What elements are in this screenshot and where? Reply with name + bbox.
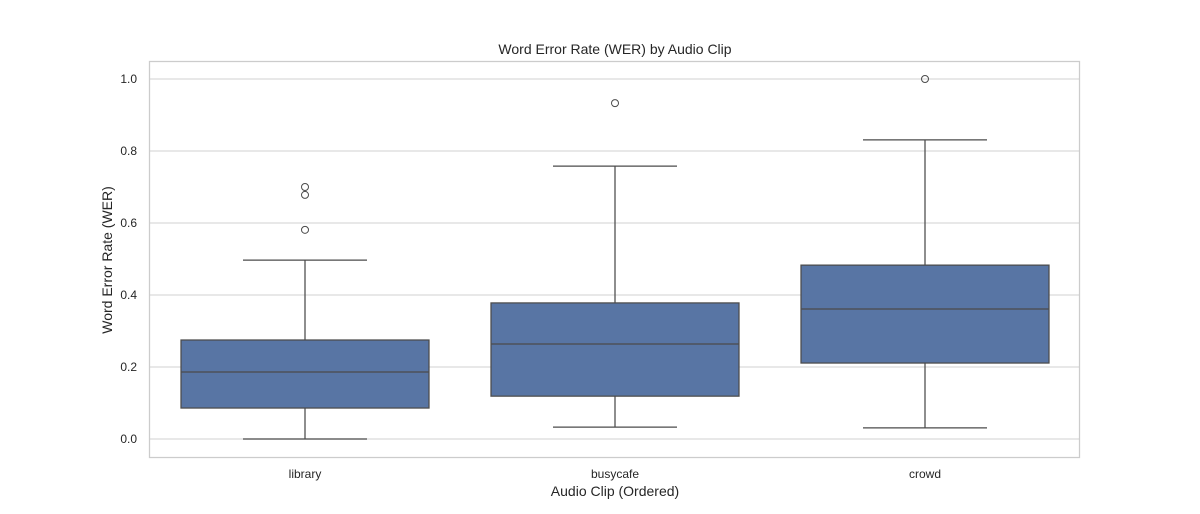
outlier-point xyxy=(301,225,309,234)
y-axis-label: Word Error Rate (WER) xyxy=(99,186,115,334)
boxes xyxy=(180,75,1050,440)
y-tick-label: 0.4 xyxy=(120,288,137,302)
iqr-box xyxy=(490,302,740,397)
outlier-point xyxy=(301,183,309,191)
box-library xyxy=(180,183,430,440)
outlier-point xyxy=(921,75,929,83)
y-tick-label: 0.6 xyxy=(120,216,137,230)
y-tick-label: 0.0 xyxy=(120,432,137,446)
x-tick-labels: library busycafe crowd xyxy=(289,467,941,481)
x-tick-label: library xyxy=(289,467,322,481)
y-tick-label: 0.8 xyxy=(120,144,137,158)
iqr-box xyxy=(180,339,430,409)
outlier-point xyxy=(611,99,619,108)
box-crowd xyxy=(800,75,1050,429)
chart-title: Word Error Rate (WER) by Audio Clip xyxy=(498,41,731,57)
y-tick-label: 1.0 xyxy=(120,72,137,86)
box-busycafe xyxy=(490,99,740,428)
x-tick-label: busycafe xyxy=(591,467,639,481)
x-tick-label: crowd xyxy=(909,467,941,481)
y-tick-labels: 0.0 0.2 0.4 0.6 0.8 1.0 xyxy=(120,72,137,446)
plot-frame xyxy=(148,60,1081,459)
iqr-box xyxy=(800,264,1050,364)
outlier-point xyxy=(301,190,309,199)
x-axis-label: Audio Clip (Ordered) xyxy=(551,483,679,499)
y-tick-label: 0.2 xyxy=(120,360,137,374)
